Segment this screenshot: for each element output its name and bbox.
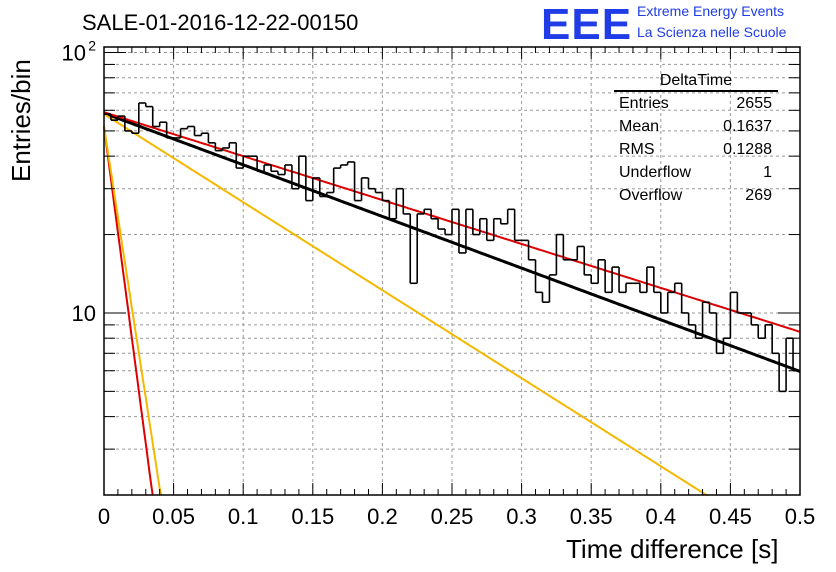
grid-lines (104, 47, 800, 495)
y-axis-label-text: Entries/bin (6, 59, 36, 182)
stats-value: 1 (763, 164, 772, 181)
stats-label: Mean (619, 118, 660, 135)
stats-row-entries: Entries 2655 (614, 92, 778, 115)
x-tick-label: 0.3 (506, 504, 537, 529)
x-tick-label: 0.45 (709, 504, 752, 529)
axes: 0 0.05 0.1 0.15 0.2 0.25 0.3 0.35 0.4 0.45 0.51010… (62, 38, 816, 529)
fit-curve-4 (103, 126, 154, 496)
y-tick-label: 10 (62, 41, 86, 66)
y-tick-label-exponent: 2 (88, 38, 96, 54)
chart-title: SALE-01-2016-12-22-00150 (82, 10, 359, 35)
fit-curve-1 (103, 111, 801, 373)
stats-value: 269 (745, 187, 772, 204)
x-tick-label: 0.4 (646, 504, 677, 529)
y-axis-label: Entries/bin (6, 59, 37, 182)
stats-box: DeltaTime Entries 2655 Mean 0.1637 RMS 0… (614, 72, 778, 207)
histogram-bars (104, 102, 800, 393)
stats-row-overflow: Overflow 269 (614, 184, 778, 207)
x-tick-label: 0.35 (570, 504, 613, 529)
stats-row-underflow: Underflow 1 (614, 161, 778, 184)
stats-row-mean: Mean 0.1637 (614, 115, 778, 138)
stats-label: RMS (619, 141, 655, 158)
stats-label: Entries (619, 95, 669, 112)
x-tick-label: 0.05 (152, 504, 195, 529)
x-tick-label: 0.25 (431, 504, 474, 529)
x-tick-label: 0 (98, 504, 110, 529)
logo-line-1: Extreme Energy Events (637, 3, 785, 19)
eee-logo: EEE (541, 0, 633, 49)
x-tick-label: 0.1 (228, 504, 259, 529)
x-tick-label: 0.2 (367, 504, 398, 529)
stats-row-rms: RMS 0.1288 (614, 138, 778, 161)
stats-value: 0.1288 (723, 141, 772, 158)
fit-curve-5 (103, 126, 163, 496)
logo-line-2: La Scienza nelle Scuole (637, 24, 787, 40)
stats-value: 2655 (736, 95, 772, 112)
stats-value: 0.1637 (723, 118, 772, 135)
stats-label: Overflow (619, 187, 683, 204)
x-tick-label: 0.5 (785, 504, 816, 529)
fit-curve-3 (103, 113, 708, 496)
x-axis-label: Time difference [s] (566, 534, 779, 564)
x-tick-label: 0.15 (291, 504, 334, 529)
stats-label: Underflow (619, 164, 692, 181)
stats-title: DeltaTime (614, 72, 778, 92)
y-tick-label: 10 (72, 301, 96, 326)
